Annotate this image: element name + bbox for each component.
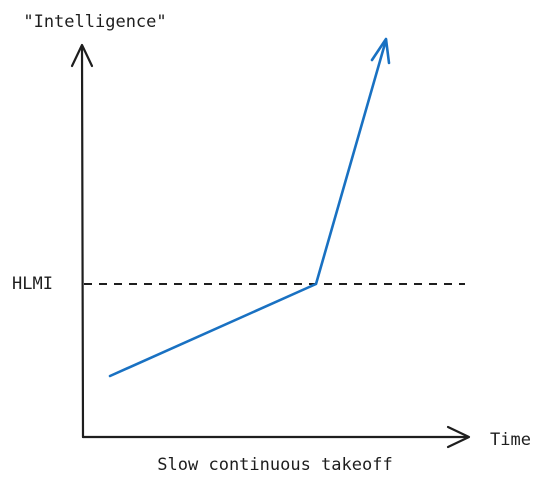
caption: Slow continuous takeoff — [157, 455, 392, 475]
y-axis — [80, 44, 85, 439]
threshold-label: HLMI — [12, 274, 53, 294]
y-axis-label: "Intelligence" — [23, 12, 166, 32]
trajectory-arrowhead — [370, 37, 391, 65]
y-axis-arrowhead — [70, 43, 94, 68]
x-axis-arrowhead — [446, 425, 471, 449]
x-axis-label: Time — [490, 430, 531, 450]
trajectory-line — [108, 38, 388, 378]
